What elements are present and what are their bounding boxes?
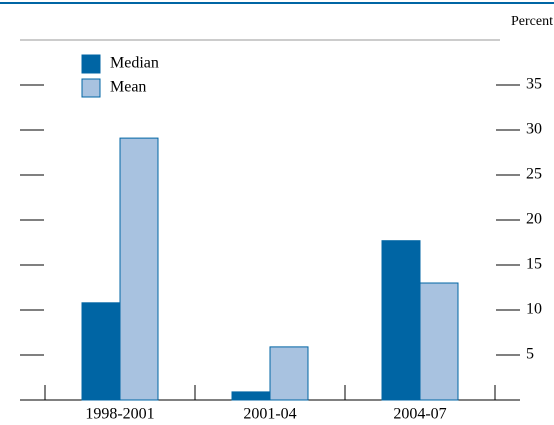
y-tick-label: 5	[526, 346, 534, 363]
y-axis-label: Percent	[511, 14, 553, 29]
bar	[119, 137, 159, 401]
legend-swatch	[81, 78, 101, 98]
x-tick-label: 1998-2001	[85, 406, 154, 423]
bar	[269, 346, 309, 401]
legend-swatch	[81, 54, 101, 74]
y-tick-label: 15	[526, 256, 542, 273]
y-tick-label: 35	[526, 76, 542, 93]
bar	[231, 391, 271, 401]
y-tick-label: 30	[526, 121, 542, 138]
bar	[419, 282, 459, 401]
y-tick-label: 20	[526, 211, 542, 228]
x-tick-label: 2004-07	[393, 406, 446, 423]
legend-label: Mean	[110, 79, 146, 96]
y-tick-label: 25	[526, 166, 542, 183]
y-tick-label: 10	[526, 301, 542, 318]
legend-label: Median	[110, 55, 159, 72]
bar	[381, 240, 421, 401]
x-tick-label: 2001-04	[243, 406, 296, 423]
bar	[81, 302, 121, 401]
